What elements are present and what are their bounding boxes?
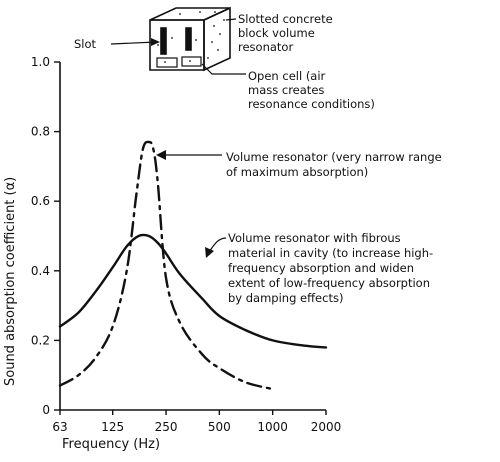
annotation-leader-2: [208, 237, 227, 253]
y-tick-label: 0.2: [31, 333, 50, 347]
annotation-2-line-2: material in cavity (to increase high-: [228, 246, 433, 260]
series-line-fibrous-resonator: [58, 233, 328, 349]
inset-label-block-line-2: block volume: [238, 26, 315, 40]
inset-label-cell-line-2: mass creates: [248, 83, 324, 97]
annotation-arrow-1: [156, 150, 166, 160]
y-axis-label: Sound absorption coefficient (α): [3, 177, 18, 386]
inset-label-cell-line-1: Open cell (air: [248, 69, 326, 83]
y-tick-label: 0.8: [31, 125, 50, 139]
inset-label-slot: Slot: [74, 37, 97, 51]
slot-left: [160, 27, 167, 55]
annotation-1-line-1: Volume resonator (very narrow range: [226, 150, 442, 164]
y-tick-label: 1.0: [31, 55, 50, 69]
annotation-2-line-1: Volume resonator with fibrous: [228, 231, 401, 245]
inset-leader-block: [225, 18, 237, 21]
x-ticks: 63 125 250 500 1000 2000: [52, 410, 341, 434]
x-axis-label: Frequency (Hz): [62, 437, 160, 452]
annotation-2-line-4: extent of low-frequency absorption: [228, 276, 430, 290]
concrete-block-illustration: [149, 6, 231, 72]
x-tick-label: 500: [208, 420, 231, 434]
x-tick-label: 250: [155, 420, 178, 434]
x-tick-label: 1000: [257, 420, 288, 434]
inset-label-block-line-3: resonator: [238, 40, 293, 54]
y-tick-label: 0: [42, 403, 50, 417]
inset-label-cell-line-3: resonance conditions): [248, 97, 375, 111]
inset-label-block: Slotted concrete block volume resonator: [238, 12, 336, 54]
annotation-fibrous-resonator: Volume resonator with fibrous material i…: [228, 231, 437, 305]
annotation-2-line-3: frequency absorption and widen: [228, 261, 414, 275]
inset-arrow-slot: [151, 38, 160, 46]
inset-label-cell: Open cell (air mass creates resonance co…: [248, 69, 375, 111]
y-tick-label: 0.4: [31, 264, 50, 278]
x-tick-label: 63: [52, 420, 67, 434]
annotation-1-line-2: of maximum absorption): [226, 165, 368, 179]
x-tick-label: 125: [101, 420, 124, 434]
slot-right: [185, 27, 192, 51]
x-tick-label: 2000: [311, 420, 342, 434]
series-line-narrow-resonator: [58, 140, 274, 391]
y-tick-label: 0.6: [31, 194, 50, 208]
annotation-2-line-5: by damping effects): [228, 291, 343, 305]
annotation-narrow-resonator: Volume resonator (very narrow range of m…: [226, 150, 445, 179]
inset-leader-slot: [110, 41, 157, 45]
inset-label-block-line-1: Slotted concrete: [238, 12, 333, 26]
inset-leader-cell: [201, 63, 246, 75]
y-ticks: 0 0.2 0.4 0.6 0.8 1.0: [31, 55, 60, 417]
annotation-arrow-2: [205, 247, 214, 258]
